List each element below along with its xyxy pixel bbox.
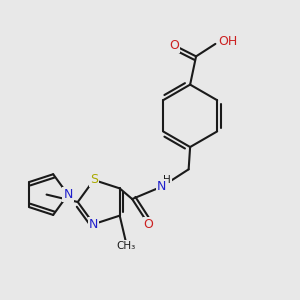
Text: O: O — [169, 39, 179, 52]
Text: S: S — [90, 173, 98, 187]
Text: O: O — [144, 218, 154, 231]
Text: OH: OH — [218, 35, 237, 48]
Text: N: N — [63, 188, 73, 201]
Text: CH₃: CH₃ — [116, 241, 135, 251]
Text: H: H — [164, 175, 171, 185]
Text: N: N — [157, 180, 167, 193]
Text: N: N — [89, 218, 98, 231]
